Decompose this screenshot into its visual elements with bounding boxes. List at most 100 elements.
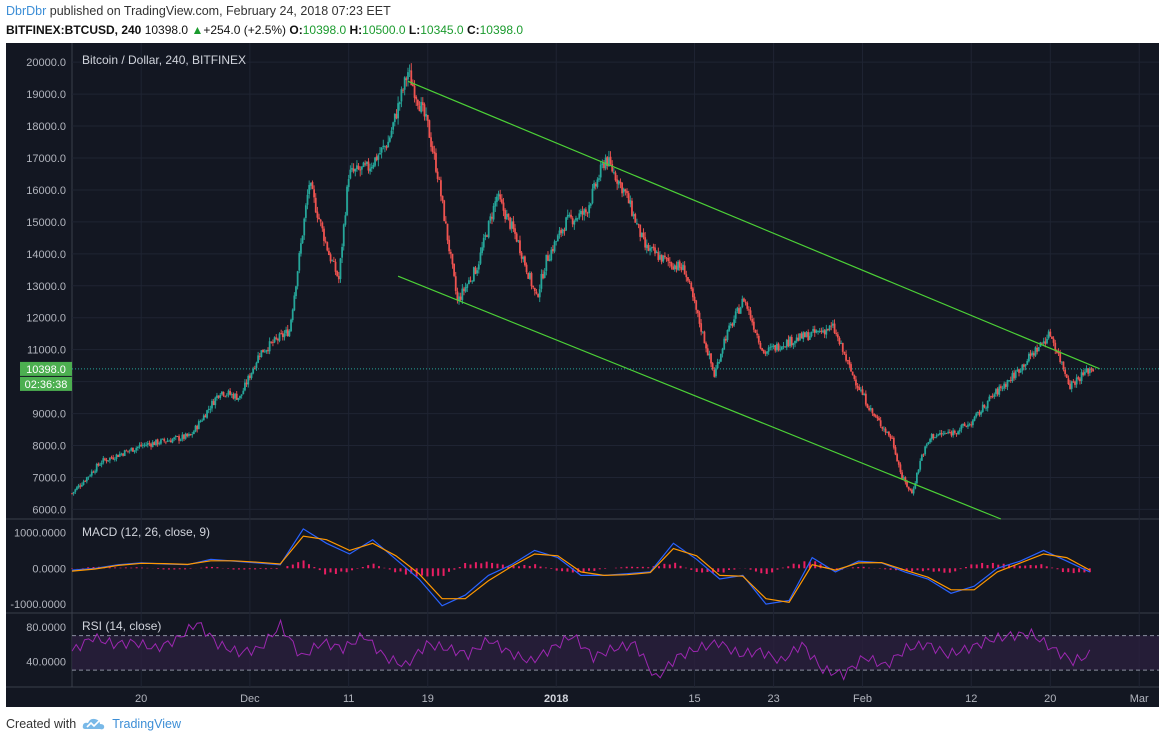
candle-body — [993, 394, 996, 397]
candle-body — [1042, 341, 1045, 344]
candle-body — [197, 421, 200, 430]
candle-body — [1090, 368, 1093, 370]
candle-body — [239, 395, 241, 399]
author-link[interactable]: DbrDbr — [6, 4, 47, 18]
open-value: 10398.0 — [302, 23, 347, 37]
candle-body — [833, 323, 836, 333]
candle-body — [375, 156, 378, 161]
candle-body — [932, 434, 935, 439]
candle-body — [960, 425, 963, 430]
candle-body — [420, 101, 423, 113]
candle-body — [1059, 353, 1062, 363]
candle-body — [367, 161, 370, 171]
candle-body — [617, 180, 620, 185]
y-tick-label: 8000.0 — [32, 441, 66, 453]
candle-body — [1003, 383, 1006, 389]
candle-body — [351, 167, 353, 170]
candle-body — [748, 309, 750, 311]
candle-body — [547, 255, 549, 261]
candle-body — [492, 205, 495, 220]
candle-body — [319, 219, 322, 222]
candle-body — [174, 436, 177, 438]
candle-body — [244, 382, 246, 391]
candle-body — [771, 346, 773, 348]
candle-body — [968, 424, 971, 426]
candle-body — [1085, 368, 1088, 373]
candle-body — [524, 256, 526, 266]
candle-body — [496, 196, 498, 202]
x-tick-label: 12 — [965, 693, 977, 705]
candle-body — [825, 329, 828, 335]
candle-body — [990, 396, 992, 397]
x-tick-label: Dec — [240, 693, 260, 705]
candle-body — [1008, 380, 1011, 381]
candle-body — [640, 232, 643, 238]
candle-body — [76, 487, 78, 490]
candle-body — [818, 331, 821, 332]
candle-body — [382, 145, 385, 148]
candle-body — [616, 179, 619, 184]
candle-body — [89, 475, 92, 477]
price-y-ticks: 6000.07000.08000.09000.010000.011000.012… — [26, 57, 1159, 516]
candle-body — [838, 337, 841, 345]
candle-body — [161, 438, 164, 440]
close-label: C: — [466, 23, 480, 37]
candle-body — [474, 267, 477, 274]
candle-body — [306, 194, 309, 205]
candle-body — [952, 430, 955, 436]
candle-body — [272, 341, 274, 343]
chart-area[interactable]: 20 Dec 11 19 2018 15 23 Feb 12 20 Mar 6000.0 7000.0 8… — [6, 43, 1159, 707]
candle-body — [459, 296, 462, 300]
candle-body — [202, 415, 205, 421]
candle-body — [1075, 377, 1078, 385]
candle-body — [690, 282, 693, 290]
candle-body — [316, 211, 319, 218]
candle-body — [566, 214, 569, 218]
macd-line — [71, 528, 1091, 607]
up-arrow-icon: ▲ — [191, 23, 204, 37]
candle-body — [1052, 338, 1055, 343]
candle-body — [902, 477, 905, 479]
candle-body — [636, 223, 638, 224]
candle-body — [576, 218, 579, 220]
close-value: 10398.0 — [479, 23, 524, 37]
channel-upper-trendline — [407, 80, 1100, 370]
candle-body — [122, 453, 124, 456]
candle-body — [678, 261, 681, 268]
countdown-tag — [20, 376, 72, 391]
tradingview-link[interactable]: TradingView — [82, 717, 181, 731]
candle-body — [354, 168, 357, 172]
candle-body — [794, 340, 796, 344]
candle-body — [356, 165, 358, 170]
candle-body — [998, 386, 1001, 395]
candle-body — [365, 161, 368, 165]
candle-body — [855, 379, 857, 386]
candle-body — [140, 444, 143, 446]
candle-body — [349, 169, 352, 179]
candle-body — [199, 421, 202, 423]
candle-body — [308, 184, 311, 195]
candle-body — [217, 395, 220, 398]
candle-body — [232, 394, 235, 399]
candle-body — [685, 274, 688, 278]
candle-body — [708, 353, 711, 356]
candle-body — [402, 89, 404, 91]
candle-body — [173, 437, 176, 440]
candle-body — [380, 147, 383, 153]
candle-body — [629, 200, 632, 205]
candle-body — [754, 329, 757, 333]
chart-svg[interactable]: 20 Dec 11 19 2018 15 23 Feb 12 20 Mar 6000.0 7000.0 8… — [6, 43, 1159, 707]
candle-body — [92, 471, 95, 473]
candle-body — [454, 276, 457, 291]
candle-body — [448, 239, 451, 252]
candle-body — [795, 337, 798, 342]
candle-body — [1026, 360, 1029, 365]
candle-body — [767, 347, 770, 352]
tradingview-brand: TradingView — [112, 717, 181, 731]
y-tick-label: 16000.0 — [26, 185, 66, 197]
candle-body — [897, 461, 900, 465]
candle-body — [622, 188, 625, 193]
candle-body — [664, 255, 666, 258]
macd-y-tick-label: -1000.0000 — [10, 599, 66, 611]
candle-body — [804, 332, 806, 338]
